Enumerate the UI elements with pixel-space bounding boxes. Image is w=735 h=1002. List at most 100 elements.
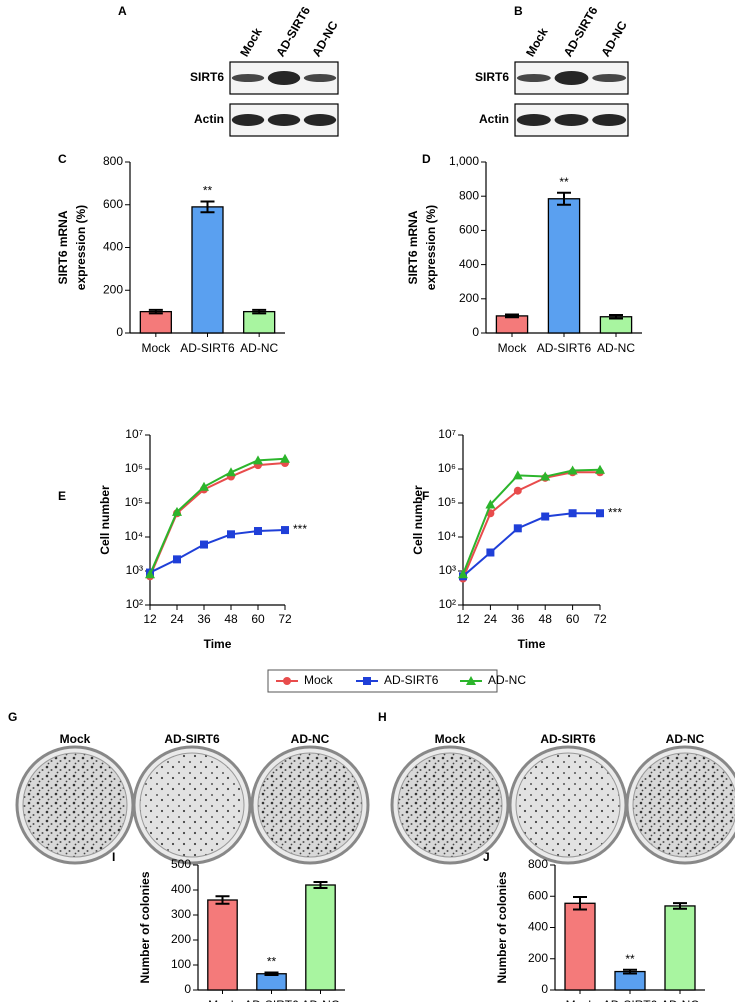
y-tick-label: 0 xyxy=(184,982,191,996)
x-tick-label: 24 xyxy=(170,612,184,626)
significance: *** xyxy=(293,522,307,536)
marker xyxy=(281,526,289,535)
blot-band xyxy=(554,71,589,85)
error-bar xyxy=(673,902,687,910)
y-tick-label: 0 xyxy=(116,325,123,339)
blot-band xyxy=(267,71,301,85)
x-tick-label: Mock xyxy=(566,998,596,1002)
marker xyxy=(199,481,209,491)
y-axis-label: expression (%) xyxy=(74,205,88,290)
significance: ** xyxy=(203,184,213,198)
blot-band xyxy=(592,114,627,126)
marker xyxy=(595,464,605,474)
y-tick-label: 300 xyxy=(171,907,191,921)
x-tick-label: AD-SIRT6 xyxy=(603,998,658,1002)
y-axis-label: Number of colonies xyxy=(138,871,152,983)
y-tick-label: 200 xyxy=(171,932,191,946)
error-bar xyxy=(505,313,519,319)
dish-colonies xyxy=(257,752,363,858)
y-axis-label: Cell number xyxy=(411,485,425,555)
dish-label: Mock xyxy=(435,732,466,746)
marker xyxy=(145,569,155,579)
error-bar xyxy=(215,895,230,905)
lane-label: AD-SIRT6 xyxy=(273,4,313,59)
error-bar xyxy=(557,191,571,206)
y-axis-label: Cell number xyxy=(98,485,112,555)
dish-label: AD-SIRT6 xyxy=(540,732,596,746)
y-tick-label: 10⁶ xyxy=(438,461,456,475)
y-axis-label: expression (%) xyxy=(424,205,438,290)
bar xyxy=(191,206,224,334)
series-line xyxy=(462,471,600,579)
marker xyxy=(513,524,522,533)
y-tick-label: 800 xyxy=(459,188,479,202)
blot-band xyxy=(554,114,589,126)
marker xyxy=(485,499,496,509)
x-tick-label: 60 xyxy=(566,612,580,626)
x-tick-label: 24 xyxy=(484,612,498,626)
bar xyxy=(664,905,696,991)
y-tick-label: 200 xyxy=(528,951,548,965)
marker xyxy=(363,677,371,685)
y-axis-label: Number of colonies xyxy=(495,871,509,983)
row-label: SIRT6 xyxy=(475,70,509,84)
row-label: Actin xyxy=(479,112,509,126)
legend-label: AD-SIRT6 xyxy=(384,673,439,687)
x-tick-label: AD-NC xyxy=(240,341,278,355)
y-tick-label: 10⁴ xyxy=(437,529,456,543)
series-line xyxy=(149,457,286,575)
error-bar xyxy=(148,308,163,315)
y-tick-label: 10⁵ xyxy=(438,495,456,509)
significance: ** xyxy=(625,952,635,966)
marker xyxy=(226,467,236,477)
x-tick-label: 48 xyxy=(224,612,238,626)
marker xyxy=(172,506,182,516)
marker xyxy=(567,465,578,475)
marker xyxy=(466,676,476,685)
legend-box xyxy=(267,669,498,693)
bar xyxy=(305,884,336,991)
panel-letter: B xyxy=(514,4,523,18)
marker xyxy=(200,540,208,549)
panel-letter: I xyxy=(112,850,115,864)
y-tick-label: 10⁵ xyxy=(125,495,143,509)
significance: ** xyxy=(559,175,569,189)
x-tick-label: 60 xyxy=(251,612,265,626)
error-bar xyxy=(313,881,328,889)
row-label: SIRT6 xyxy=(190,70,224,84)
dish-label: AD-NC xyxy=(666,732,705,746)
y-tick-label: 800 xyxy=(528,857,548,871)
y-axis-label: SIRT6 mRNA xyxy=(406,210,420,284)
y-tick-label: 10³ xyxy=(439,563,456,577)
marker xyxy=(227,530,235,539)
x-tick-label: 36 xyxy=(197,612,211,626)
x-tick-label: AD-NC xyxy=(597,341,635,355)
x-tick-label: AD-SIRT6 xyxy=(180,341,235,355)
panel-letter: F xyxy=(422,489,429,503)
lane-label: Mock xyxy=(237,25,265,59)
panel-letter: E xyxy=(58,489,66,503)
marker xyxy=(280,453,290,463)
dish-colonies xyxy=(515,752,621,858)
x-tick-label: AD-SIRT6 xyxy=(537,341,592,355)
x-tick-label: 72 xyxy=(278,612,292,626)
dish-label: AD-NC xyxy=(291,732,330,746)
dish-label: Mock xyxy=(60,732,91,746)
y-tick-label: 10² xyxy=(439,597,456,611)
lane-label: AD-SIRT6 xyxy=(561,4,601,59)
y-tick-label: 10⁷ xyxy=(125,427,143,441)
blot-band xyxy=(592,74,627,82)
panel-letter: C xyxy=(58,152,67,166)
blot-band xyxy=(516,74,551,82)
error-bar xyxy=(623,968,637,975)
marker xyxy=(253,455,263,465)
legend-label: AD-NC xyxy=(488,673,526,687)
y-tick-label: 400 xyxy=(459,257,479,271)
x-tick-label: AD-SIRT6 xyxy=(244,998,299,1002)
y-tick-label: 200 xyxy=(103,282,123,296)
x-tick-label: AD-NC xyxy=(302,998,340,1002)
marker xyxy=(512,470,523,480)
y-axis-label: SIRT6 mRNA xyxy=(56,210,70,284)
marker xyxy=(541,512,550,521)
